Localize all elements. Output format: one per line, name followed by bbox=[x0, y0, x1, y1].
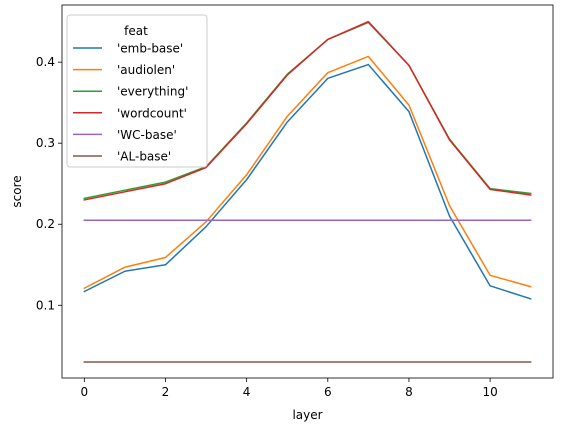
y-tick-label: 0.3 bbox=[36, 136, 55, 150]
axes-frame bbox=[61, 4, 554, 379]
series-line-1 bbox=[83, 55, 532, 290]
legend-entry-5: 'AL-base' bbox=[117, 150, 171, 164]
x-tick-label: 6 bbox=[324, 385, 332, 399]
axes-layer bbox=[61, 4, 554, 379]
ticks-layer: 0 2 4 6 8 10 0.1 0.2 0.3 0.4 bbox=[36, 55, 498, 399]
x-tick-label: 0 bbox=[80, 385, 88, 399]
legend-title: feat bbox=[124, 24, 148, 38]
legend-entry-1: 'audiolen' bbox=[117, 63, 175, 77]
y-tick-label: 0.1 bbox=[36, 298, 55, 312]
y-axis-label: score bbox=[10, 175, 24, 207]
x-tick-label: 8 bbox=[405, 385, 413, 399]
legend-entry-2: 'everything' bbox=[117, 85, 188, 99]
x-axis-label: layer bbox=[292, 408, 322, 422]
x-tick-label: 4 bbox=[243, 385, 251, 399]
x-tick-label: 2 bbox=[162, 385, 170, 399]
y-tick-label: 0.4 bbox=[36, 55, 55, 69]
legend: feat 'emb-base' 'audiolen' 'everything' 'wor… bbox=[66, 14, 208, 168]
legend-entry-3: 'wordcount' bbox=[117, 106, 187, 120]
legend-entry-4: 'WC-base' bbox=[117, 128, 177, 142]
series-line-0 bbox=[83, 63, 532, 300]
x-tick-label: 10 bbox=[482, 385, 497, 399]
legend-box bbox=[66, 14, 208, 168]
legend-entry-0: 'emb-base' bbox=[117, 42, 183, 56]
y-tick-label: 0.2 bbox=[36, 217, 55, 231]
series-layer bbox=[83, 20, 532, 363]
series-line-3 bbox=[83, 20, 532, 201]
